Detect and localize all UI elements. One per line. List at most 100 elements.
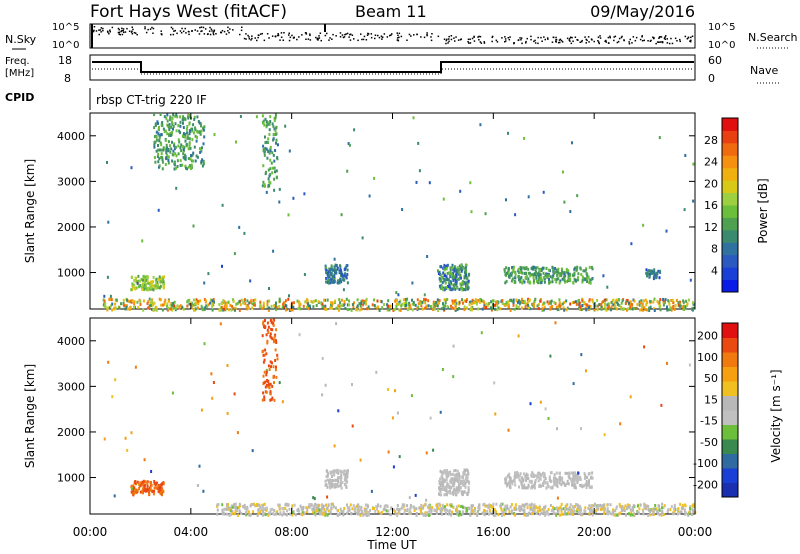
data-cell (443, 288, 446, 292)
data-cell (303, 192, 306, 196)
data-cell (605, 298, 608, 302)
nsky-point (598, 42, 600, 45)
nsky-point (652, 36, 654, 38)
data-cell (629, 305, 632, 309)
data-cell (355, 308, 357, 312)
data-cell (265, 170, 267, 174)
data-cell (158, 133, 161, 137)
nsky-point (621, 35, 623, 38)
data-cell (317, 506, 320, 510)
data-cell (505, 476, 508, 480)
data-cell (265, 370, 268, 374)
nsky-point (149, 28, 152, 30)
data-cell (157, 152, 160, 156)
data-cell (496, 308, 499, 312)
nsky-point (597, 36, 600, 38)
data-cell (328, 481, 331, 485)
data-cell (199, 299, 202, 303)
data-cell (449, 266, 452, 270)
colorbar-step (722, 155, 738, 169)
data-cell (512, 269, 515, 273)
data-cell (171, 304, 174, 308)
data-cell (519, 472, 522, 476)
nsky-point (479, 35, 482, 38)
nsky-point (641, 40, 644, 42)
data-cell (596, 304, 599, 308)
data-cell (538, 274, 540, 278)
data-cell (530, 504, 533, 508)
data-cell (487, 506, 490, 510)
nsky-point (519, 37, 521, 39)
data-cell (238, 300, 241, 304)
data-cell (130, 487, 133, 491)
data-cell (275, 301, 277, 305)
data-cell (576, 265, 579, 269)
data-cell (424, 511, 427, 515)
data-cell (279, 511, 282, 515)
data-cell (238, 510, 241, 514)
data-cell (439, 508, 442, 512)
nsky-point (134, 32, 137, 34)
data-cell (456, 278, 458, 282)
data-cell (326, 474, 329, 478)
data-cell (364, 508, 367, 512)
data-cell (359, 458, 362, 462)
data-cell (364, 300, 367, 304)
data-cell (266, 379, 268, 382)
data-cell (262, 510, 264, 513)
data-cell (317, 300, 320, 304)
data-cell (649, 269, 652, 273)
data-cell (186, 125, 189, 128)
data-cell (133, 279, 136, 282)
data-cell (337, 304, 340, 308)
data-cell (198, 147, 201, 151)
data-cell (558, 274, 561, 278)
data-cell (459, 286, 462, 290)
nsky-label: N.Sky (5, 33, 37, 46)
data-cell (532, 276, 535, 279)
data-cell (460, 513, 463, 517)
data-cell (175, 154, 178, 158)
data-cell (445, 511, 447, 515)
nsky-point (430, 36, 432, 38)
data-cell (143, 458, 146, 462)
data-cell (442, 271, 445, 275)
data-cell (588, 299, 591, 303)
data-cell (583, 269, 586, 273)
data-cell (265, 352, 268, 356)
data-cell (191, 129, 194, 133)
data-cell (511, 299, 514, 303)
colorbar-step (722, 242, 738, 256)
data-cell (259, 302, 262, 306)
data-cell (269, 391, 272, 395)
nsky-point (351, 34, 354, 36)
nsky-point (121, 27, 123, 30)
data-cell (596, 298, 599, 302)
data-cell (528, 299, 531, 303)
data-cell (244, 298, 246, 302)
data-cell (321, 357, 324, 360)
nsky-point (349, 33, 351, 36)
data-cell (268, 132, 271, 136)
data-cell (213, 300, 215, 304)
data-cell (631, 303, 634, 307)
data-cell (141, 489, 144, 492)
data-cell (272, 138, 275, 142)
data-cell (153, 482, 156, 486)
data-cell (445, 478, 448, 481)
data-cell (448, 285, 451, 289)
data-cell (466, 276, 469, 280)
data-cell (236, 301, 239, 305)
data-cell (466, 493, 469, 497)
data-cell (226, 364, 229, 367)
data-cell (556, 496, 559, 500)
data-cell (547, 513, 550, 517)
data-cell (670, 306, 673, 310)
nsky-point (520, 39, 522, 41)
data-cell (526, 513, 529, 517)
data-cell (157, 121, 159, 125)
data-cell (337, 509, 340, 512)
nsky-point (591, 39, 593, 41)
data-cell (161, 488, 164, 492)
data-cell (461, 281, 464, 285)
